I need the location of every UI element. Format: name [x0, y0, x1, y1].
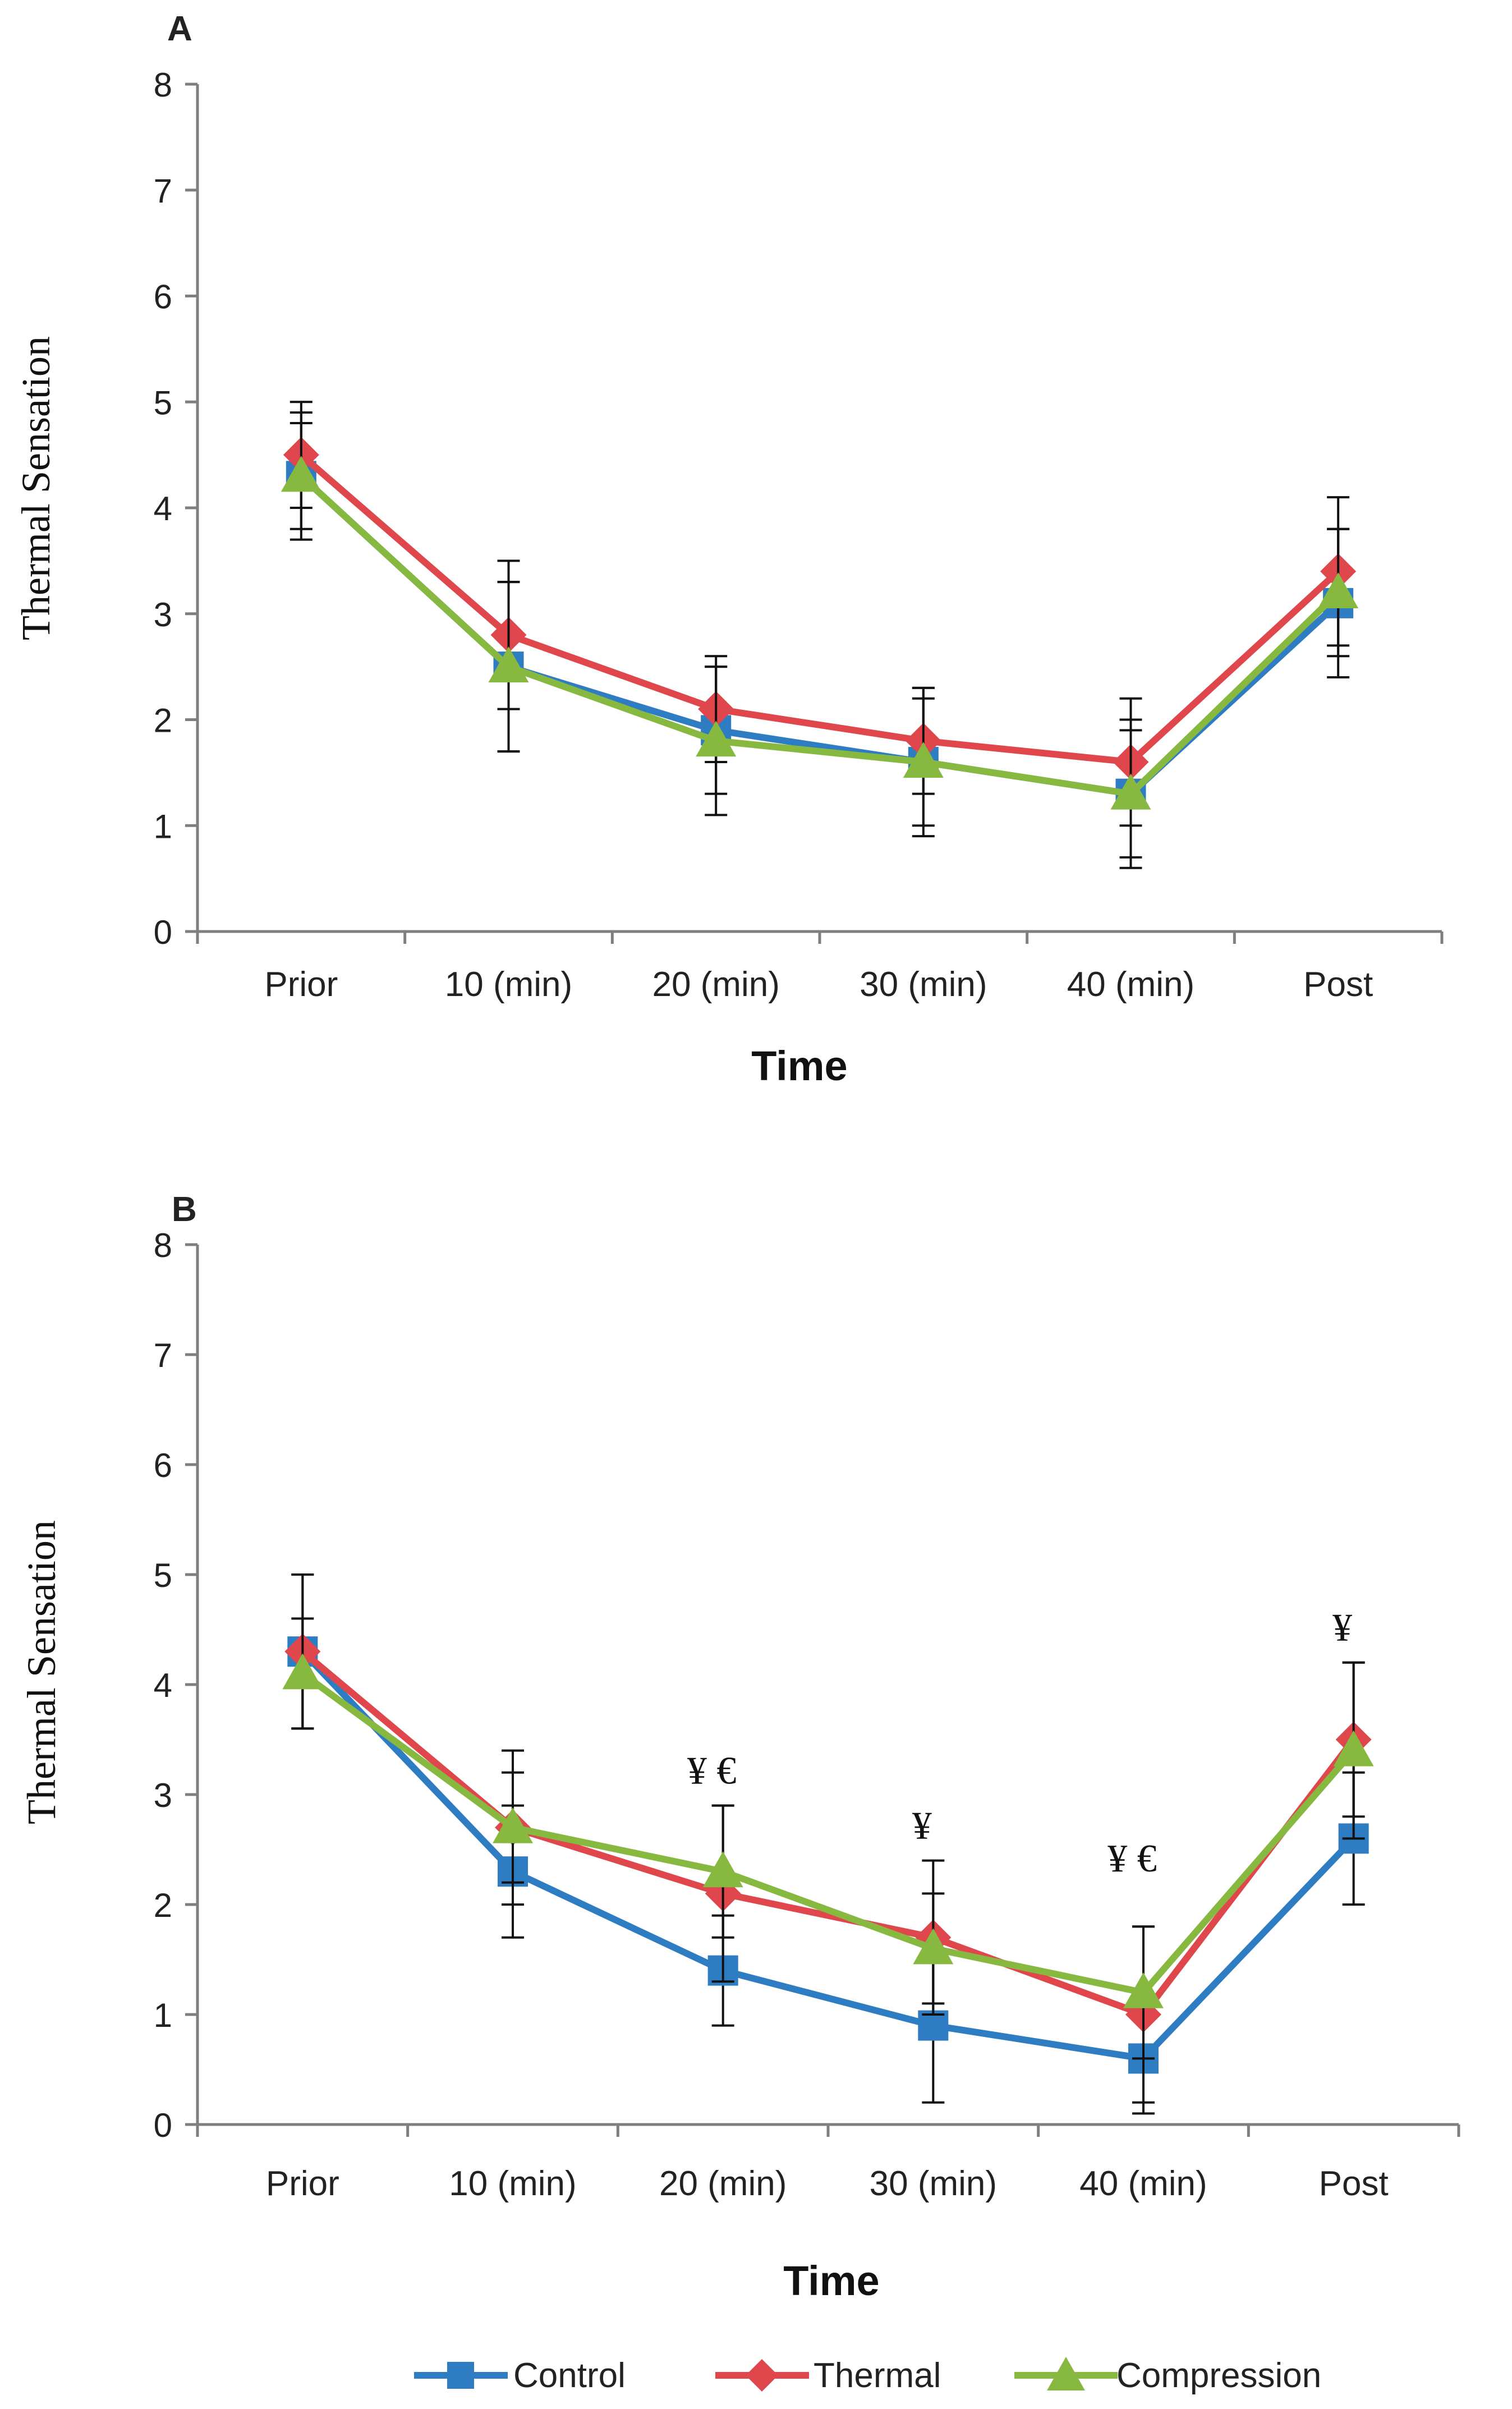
- y-tick-label: 2: [154, 702, 172, 740]
- y-tick-label: 4: [154, 490, 172, 527]
- data-point-compression: [493, 1807, 533, 1843]
- x-axis-label: Time: [751, 1043, 847, 1089]
- series-line-compression: [300, 1671, 1357, 1996]
- x-tick-label: 30 (min): [860, 965, 987, 1004]
- legend-marker-control: [447, 2362, 474, 2389]
- significance-annotation: ¥ €: [687, 1749, 737, 1792]
- legend-item-control: Control: [414, 2356, 626, 2395]
- y-tick-label: 6: [154, 1447, 172, 1484]
- data-point-compression: [702, 1851, 743, 1888]
- x-tick-label: Post: [1319, 2164, 1389, 2203]
- y-axis-label: Thermal Sensation: [13, 336, 58, 640]
- x-tick-label: Prior: [264, 965, 338, 1004]
- series-line-control: [300, 1649, 1357, 2062]
- data-point-compression: [1110, 773, 1151, 810]
- data-point-compression: [488, 646, 529, 683]
- significance-annotation: ¥: [912, 1804, 932, 1847]
- legend-item-thermal: Thermal: [715, 2356, 941, 2395]
- data-point-compression: [281, 456, 321, 492]
- x-tick-label: 40 (min): [1079, 2164, 1207, 2203]
- legend-item-compression: Compression: [1014, 2356, 1321, 2395]
- y-tick-label: 0: [154, 2107, 172, 2144]
- legend-marker-thermal: [746, 2359, 778, 2392]
- data-point-compression: [1333, 1730, 1374, 1766]
- x-tick-label: 20 (min): [659, 2164, 787, 2203]
- panel-label: B: [172, 1190, 197, 1229]
- x-tick-label: 30 (min): [870, 2164, 997, 2203]
- legend-label-compression: Compression: [1116, 2356, 1321, 2395]
- series-compression: [282, 1617, 1374, 2060]
- data-point-compression: [696, 721, 737, 757]
- series-compression: [281, 411, 1359, 869]
- y-tick-label: 7: [154, 172, 172, 210]
- y-tick-label: 1: [154, 1997, 172, 2034]
- series-line-compression: [298, 473, 1341, 797]
- legend-label-thermal: Thermal: [814, 2356, 941, 2395]
- panel-label: A: [167, 10, 192, 48]
- x-tick-label: 10 (min): [449, 2164, 576, 2203]
- y-tick-label: 3: [154, 1777, 172, 1814]
- x-tick-label: 10 (min): [445, 965, 572, 1004]
- data-point-compression: [1318, 572, 1359, 608]
- y-tick-label: 7: [154, 1337, 172, 1374]
- y-tick-label: 5: [154, 1557, 172, 1594]
- y-tick-label: 5: [154, 384, 172, 421]
- significance-annotation: ¥: [1332, 1607, 1352, 1650]
- x-tick-label: Prior: [266, 2164, 339, 2203]
- y-tick-label: 0: [154, 914, 172, 951]
- data-point-compression: [282, 1653, 323, 1690]
- x-axis-label: Time: [783, 2257, 879, 2304]
- x-tick-label: 40 (min): [1067, 965, 1194, 1004]
- y-tick-label: 4: [154, 1667, 172, 1704]
- legend-label-control: Control: [513, 2356, 626, 2395]
- y-tick-label: 2: [154, 1887, 172, 1924]
- y-axis-label: Thermal Sensation: [19, 1520, 64, 1824]
- series-line-thermal: [298, 452, 1341, 765]
- significance-annotation: ¥ €: [1107, 1837, 1157, 1880]
- y-tick-label: 1: [154, 807, 172, 845]
- chart-panel-b: B 0 1 2 3 4 5 6 7 8 Prior 10 (min) 20 (min) 30 (min…: [19, 1190, 1460, 2304]
- data-point-compression: [1123, 1972, 1164, 2008]
- y-tick-label: 3: [154, 596, 172, 634]
- y-tick-label: 6: [154, 278, 172, 316]
- legend-marker-compression: [1047, 2357, 1085, 2390]
- data-point-compression: [913, 1928, 954, 1965]
- y-tick-label: 8: [154, 66, 172, 104]
- y-tick-label: 8: [154, 1227, 172, 1264]
- legend: Control Thermal Compression: [414, 2356, 1321, 2395]
- x-tick-label: 20 (min): [652, 965, 779, 1004]
- chart-panel-a: A 0 1 2 3 4 5 6 7 8 Prior 10 (min) 20 (min) 30 (min…: [13, 10, 1444, 1089]
- data-point-compression: [903, 742, 944, 778]
- x-tick-label: Post: [1303, 965, 1373, 1004]
